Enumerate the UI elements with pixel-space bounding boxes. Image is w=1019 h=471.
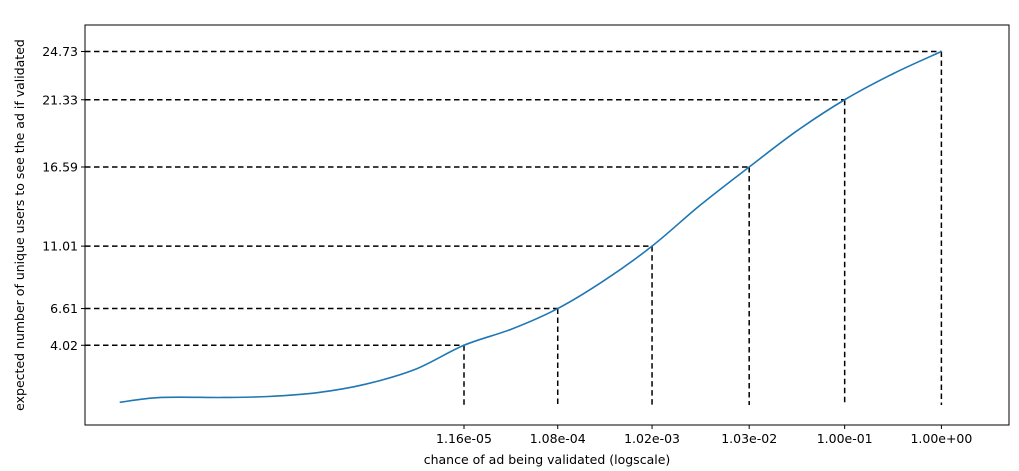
x-tick-label-2: 1.02e-03 [624, 431, 680, 446]
x-axis-label: chance of ad being validated (logscale) [424, 452, 671, 467]
x-tick-label-3: 1.03e-02 [721, 431, 777, 446]
x-axis-ticks: 1.16e-05 1.08e-04 1.02e-03 1.03e-02 1.00e-01… [436, 425, 972, 446]
plot-frame [84, 24, 1010, 426]
plot-content [85, 50, 943, 405]
series-line-0 [119, 50, 942, 404]
y-tick-label-2: 11.01 [42, 239, 78, 254]
y-axis-ticks: 4.02 6.61 11.01 16.59 21.33 24.73 [42, 44, 85, 353]
x-tick-label-5: 1.00e+00 [910, 431, 972, 446]
y-tick-label-0: 4.02 [50, 338, 78, 353]
x-tick-label-4: 1.00e-01 [817, 431, 873, 446]
x-tick-label-1: 1.08e-04 [530, 431, 586, 446]
x-tick-label-0: 1.16e-05 [436, 431, 492, 446]
y-axis-label: expected number of unique users to see t… [12, 39, 27, 411]
y-tick-label-3: 16.59 [42, 159, 78, 174]
y-tick-label-4: 21.33 [42, 92, 78, 107]
y-tick-label-5: 24.73 [42, 44, 78, 59]
y-tick-label-1: 6.61 [50, 301, 78, 316]
